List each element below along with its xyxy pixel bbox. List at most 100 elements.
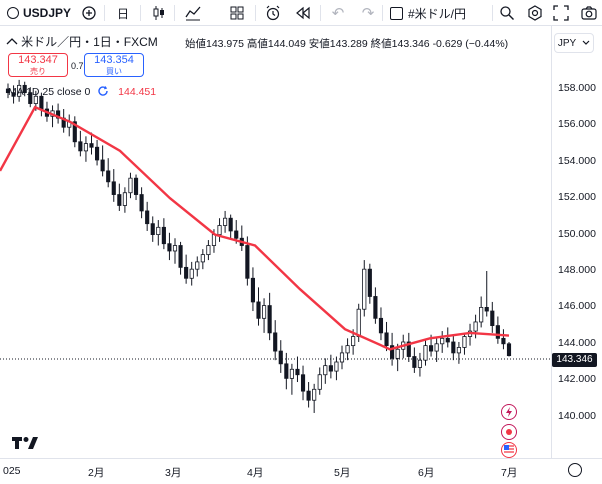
indicators-button[interactable] bbox=[184, 3, 202, 23]
high-value: 144.049 bbox=[267, 38, 306, 50]
time-axis-label: 4月 bbox=[247, 467, 264, 479]
indicator-label: MA 1D 25 close 0 bbox=[8, 86, 91, 98]
candle-body bbox=[250, 277, 256, 303]
undo-button[interactable]: ↶ bbox=[331, 5, 345, 22]
chart-legend[interactable]: 米ドル／円・1日・FXCM bbox=[6, 33, 158, 50]
candle-body bbox=[495, 325, 500, 339]
time-axis[interactable]: 025 2月 3月 4月 5月 6月 7月 bbox=[0, 458, 602, 484]
time-axis-label: 3月 bbox=[165, 467, 182, 479]
alarm-clock-icon bbox=[266, 5, 280, 21]
watchlist-label: #米ドル/円 bbox=[408, 6, 467, 21]
candle-body bbox=[284, 363, 289, 379]
sell-button[interactable]: 143.347 売り bbox=[8, 53, 68, 77]
quick-search-button[interactable] bbox=[498, 3, 516, 23]
fullscreen-button[interactable] bbox=[552, 3, 570, 23]
candle-body bbox=[323, 365, 328, 376]
replay-button[interactable] bbox=[294, 3, 312, 23]
screenshot-button[interactable] bbox=[580, 3, 598, 23]
candle-body bbox=[362, 268, 367, 310]
chart-type-button[interactable] bbox=[150, 3, 168, 23]
candle-body bbox=[178, 245, 183, 268]
candle-body bbox=[83, 143, 89, 152]
alert-button[interactable] bbox=[264, 3, 282, 23]
candle-body bbox=[133, 177, 139, 195]
candle-body bbox=[417, 359, 423, 368]
candle-body bbox=[261, 305, 267, 319]
dot-icon bbox=[506, 429, 512, 435]
candle-body bbox=[206, 245, 211, 256]
candle-body bbox=[462, 336, 467, 348]
candle-body bbox=[150, 223, 155, 235]
layouts-button[interactable] bbox=[228, 3, 246, 23]
candle-body bbox=[11, 92, 16, 97]
candle-body bbox=[223, 217, 228, 226]
candle-body bbox=[33, 95, 38, 104]
candle-body bbox=[428, 345, 434, 352]
settings-button[interactable] bbox=[526, 3, 544, 23]
candle-body bbox=[345, 345, 350, 354]
toolbar-divider bbox=[140, 5, 141, 21]
indicator-legend[interactable]: MA 1D 25 close 0 144.451 bbox=[8, 85, 156, 98]
legend-title: 米ドル／円・1日・FXCM bbox=[21, 35, 158, 49]
tradingview-logo[interactable] bbox=[12, 436, 38, 455]
economic-event-icon[interactable] bbox=[501, 442, 517, 458]
price-axis-label: 142.000 bbox=[558, 373, 596, 386]
watchlist-button[interactable]: #米ドル/円 bbox=[390, 3, 470, 23]
buy-price: 143.354 bbox=[94, 54, 134, 66]
candle-body bbox=[490, 310, 495, 327]
candle-body bbox=[484, 306, 489, 312]
candle-body bbox=[172, 245, 178, 252]
symbol-search-button[interactable]: USDJPY bbox=[4, 3, 74, 23]
candle-body bbox=[167, 243, 172, 252]
candle-body bbox=[28, 92, 33, 104]
candlestick-icon bbox=[153, 6, 164, 20]
candle-body bbox=[295, 368, 300, 376]
open-label: 始値 bbox=[185, 38, 206, 50]
candle-body bbox=[161, 226, 166, 245]
candle-body bbox=[412, 356, 417, 368]
candle-body bbox=[100, 159, 105, 172]
candle-body bbox=[145, 210, 150, 225]
redo-button[interactable]: ↷ bbox=[361, 5, 375, 22]
dividend-event-icon[interactable] bbox=[501, 404, 517, 420]
chevron-up-icon bbox=[6, 38, 18, 45]
price-chart[interactable] bbox=[0, 26, 551, 458]
top-toolbar: USDJPY 日 ↶ ↷ #米ドル/円 bbox=[0, 0, 602, 26]
camera-icon bbox=[581, 6, 597, 20]
rewind-icon bbox=[296, 6, 310, 20]
price-axis-label: 150.000 bbox=[558, 227, 596, 240]
plus-circle-icon bbox=[82, 6, 96, 20]
spread-value: 0.7 bbox=[71, 61, 84, 71]
add-symbol-button[interactable] bbox=[80, 3, 98, 23]
close-label: 終値 bbox=[370, 38, 392, 50]
toolbar-divider bbox=[104, 5, 105, 21]
candle-body bbox=[378, 317, 384, 334]
price-axis-label: 146.000 bbox=[558, 300, 596, 313]
earnings-event-icon[interactable] bbox=[501, 424, 517, 440]
interval-button[interactable]: 日 bbox=[116, 6, 129, 21]
time-axis-label: 5月 bbox=[334, 467, 351, 479]
sell-price: 143.347 bbox=[18, 54, 58, 66]
buy-button[interactable]: 143.354 買い bbox=[84, 53, 144, 77]
axis-settings-icon[interactable] bbox=[568, 463, 582, 477]
candle-body bbox=[384, 332, 389, 347]
candle-body bbox=[111, 181, 116, 195]
candle-body bbox=[473, 321, 478, 332]
price-axis-border bbox=[551, 26, 552, 458]
candle-body bbox=[211, 234, 217, 246]
candle-body bbox=[195, 261, 200, 270]
price-axis-label: 144.000 bbox=[558, 336, 596, 349]
sell-label: 売り bbox=[30, 67, 46, 76]
price-axis-label: 148.000 bbox=[558, 264, 596, 276]
candle-body bbox=[184, 266, 189, 279]
ohlc-values: 始値143.975 高値144.049 安値143.289 終値143.346 … bbox=[185, 36, 508, 51]
candle-body bbox=[312, 388, 317, 401]
fullscreen-icon bbox=[553, 5, 569, 21]
currency-dropdown[interactable]: JPY bbox=[554, 33, 594, 53]
candle-body bbox=[334, 361, 339, 372]
candle-body bbox=[273, 332, 278, 352]
candle-body bbox=[445, 337, 450, 343]
low-label: 安値 bbox=[308, 38, 330, 50]
toolbar-divider bbox=[255, 5, 256, 21]
candle-body bbox=[128, 177, 133, 194]
